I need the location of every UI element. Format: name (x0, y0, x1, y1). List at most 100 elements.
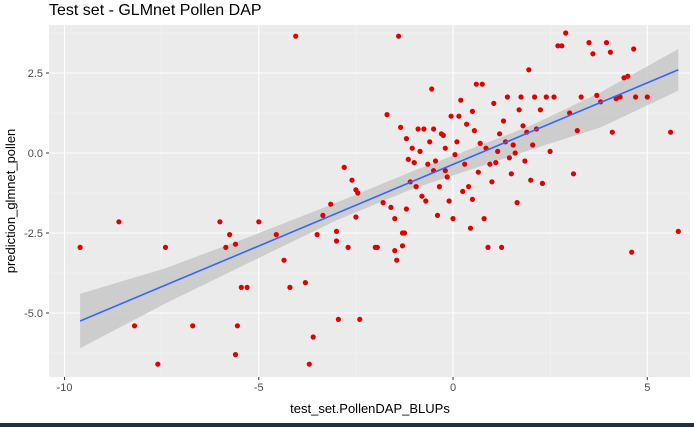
data-point (341, 164, 347, 170)
data-point (302, 280, 308, 286)
data-point (454, 139, 460, 145)
data-point (644, 94, 650, 100)
data-point (388, 204, 394, 210)
data-point (487, 161, 493, 167)
data-point (551, 94, 557, 100)
data-point (559, 43, 565, 49)
data-point (510, 142, 516, 148)
data-point (353, 214, 359, 220)
data-point (460, 188, 466, 194)
y-tick-label: -2.5 (24, 228, 43, 240)
data-point (512, 150, 518, 156)
data-point (333, 238, 340, 244)
data-point (423, 198, 429, 204)
data-point (421, 126, 427, 132)
data-point (500, 118, 507, 124)
data-point (493, 160, 499, 166)
data-point (399, 243, 406, 249)
data-point (419, 193, 425, 199)
data-point (603, 40, 610, 46)
data-point (518, 94, 524, 100)
data-point (574, 128, 580, 134)
data-point (504, 94, 510, 100)
data-point (675, 228, 681, 234)
data-point (485, 244, 491, 250)
data-point (475, 169, 481, 175)
data-point (464, 121, 470, 127)
data-point (594, 92, 600, 98)
grid-major (49, 25, 690, 377)
x-axis-label: test_set.PollenDAP_BLUPs (290, 401, 450, 416)
fit-line-layer (79, 69, 679, 322)
data-point (345, 244, 351, 250)
y-tick-label: 2.5 (28, 68, 43, 80)
data-point (442, 145, 448, 151)
x-tick-label: -5 (254, 382, 264, 394)
data-point (450, 216, 456, 222)
data-point (528, 177, 534, 183)
y-axis-label: prediction_glmnet_pollen (3, 129, 18, 274)
data-point (394, 257, 400, 263)
data-point (481, 216, 487, 222)
y-tick-label: -5.0 (24, 308, 43, 320)
data-point (349, 177, 355, 183)
data-point (131, 323, 138, 329)
data-point (625, 73, 631, 79)
data-point (429, 86, 435, 92)
chart-title: Test set - GLMnet Pollen DAP (49, 2, 262, 19)
data-point (335, 316, 341, 322)
data-point (328, 201, 334, 207)
x-tick-label: -10 (57, 382, 73, 394)
data-point (629, 249, 635, 255)
bottom-strip (0, 423, 694, 427)
data-point (477, 140, 483, 146)
data-point (244, 284, 250, 290)
data-point (590, 51, 596, 57)
data-point (287, 284, 293, 290)
data-point (333, 228, 340, 234)
data-point (469, 108, 475, 114)
x-tick-label: 5 (644, 382, 650, 394)
data-point (155, 361, 161, 367)
data-point (162, 244, 169, 250)
data-point (473, 81, 479, 87)
data-point (374, 244, 380, 250)
data-point (607, 49, 614, 55)
data-point (497, 131, 503, 137)
data-point (403, 136, 409, 142)
data-point (116, 219, 122, 225)
data-point (256, 219, 262, 225)
data-point (217, 219, 223, 225)
data-point (522, 158, 528, 164)
data-point (442, 168, 448, 174)
data-point (411, 160, 417, 166)
data-point (320, 212, 326, 218)
x-axis-ticks: -10 -5 0 5 (57, 377, 650, 394)
data-point (537, 107, 544, 113)
data-point (547, 148, 553, 154)
data-point (227, 232, 233, 238)
data-point (448, 113, 454, 119)
points-layer (77, 30, 681, 367)
data-point (526, 67, 532, 73)
data-point (586, 40, 592, 46)
y-axis-ticks: -5.0 -2.5 0.0 2.5 (24, 68, 49, 320)
confidence-band-layer (80, 49, 679, 349)
data-point (232, 352, 239, 358)
data-point (555, 43, 561, 49)
data-point (436, 184, 442, 190)
data-point (520, 123, 526, 129)
data-point (514, 200, 520, 206)
data-point (508, 171, 514, 177)
data-point (539, 180, 546, 186)
data-point (479, 81, 485, 87)
fit-line (79, 69, 679, 322)
data-point (471, 128, 477, 134)
data-point (398, 124, 404, 130)
data-point (234, 323, 240, 329)
data-point (462, 161, 468, 167)
data-point (392, 216, 398, 222)
data-point (403, 206, 409, 212)
data-point (434, 212, 441, 218)
